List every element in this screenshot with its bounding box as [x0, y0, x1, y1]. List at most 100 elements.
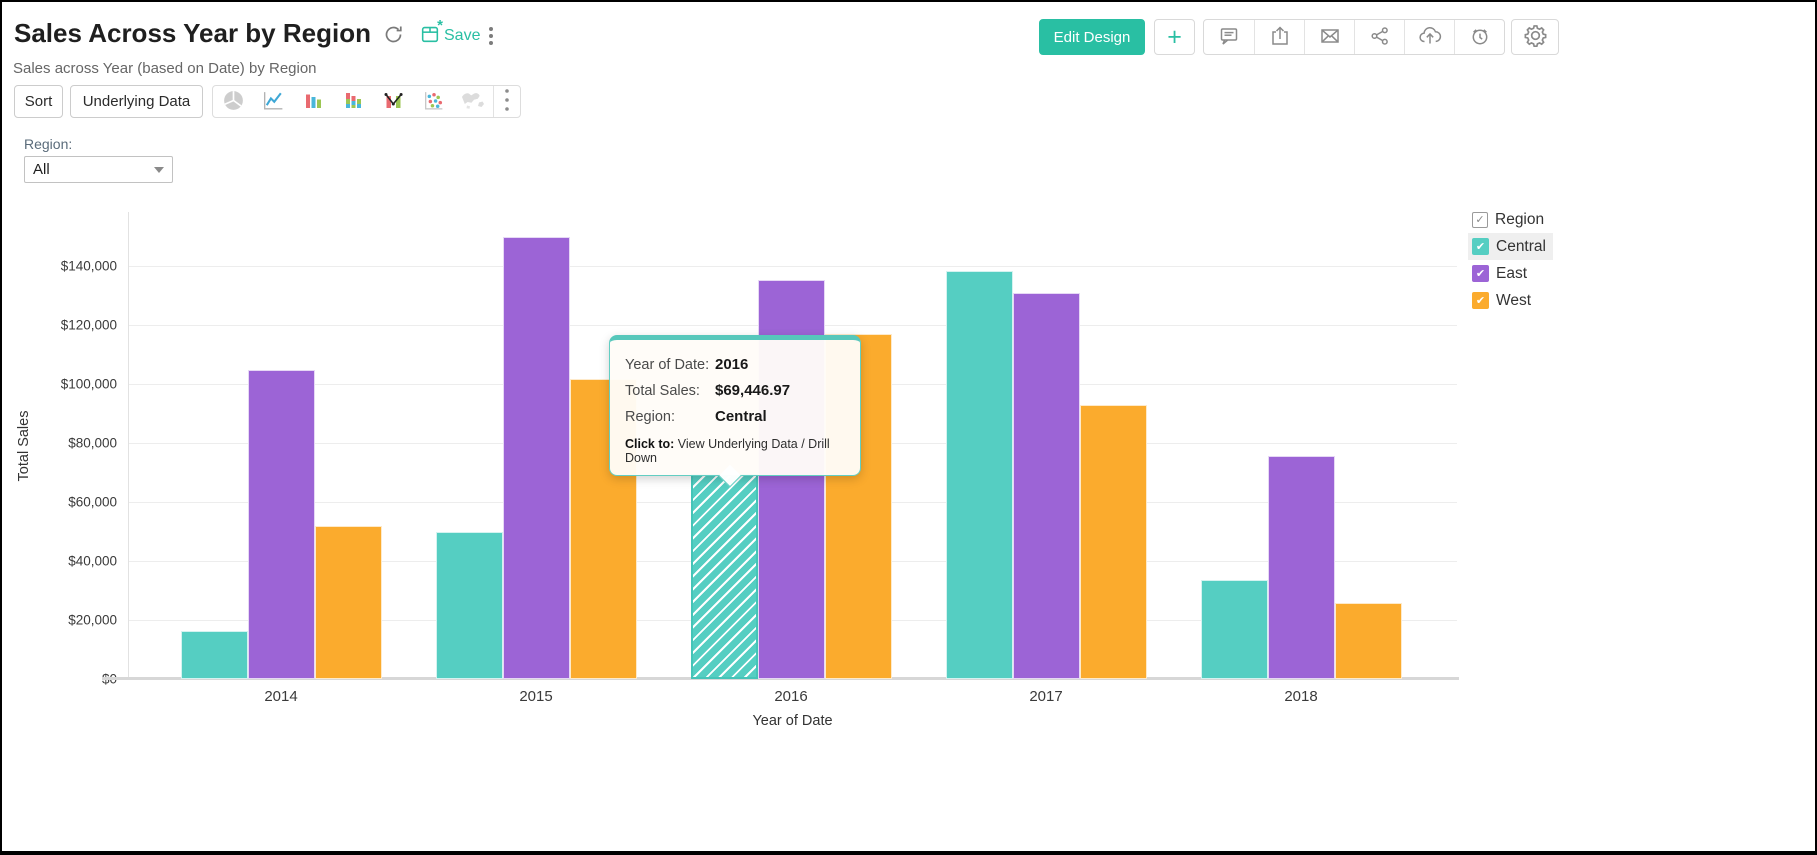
export-button[interactable]: [1254, 20, 1304, 54]
scatter-chart-icon: [421, 88, 446, 116]
bar-2017-central[interactable]: [945, 271, 1013, 679]
history-icon: [1468, 24, 1492, 51]
cloud-upload-icon: [1417, 24, 1443, 51]
x-axis-tick-label: 2015: [519, 688, 553, 705]
x-axis-tick-label: 2018: [1284, 688, 1318, 705]
settings-icon: [1522, 22, 1549, 52]
header-more-button[interactable]: [483, 24, 499, 48]
refresh-icon: [382, 23, 405, 49]
chart-tooltip: Year of Date: 2016 Total Sales: $69,446.97 R…: [609, 335, 861, 488]
pie-chart-icon: [221, 88, 246, 116]
legend-item-central[interactable]: ✔ Central: [1468, 233, 1553, 260]
combo-chart-icon: [381, 88, 406, 115]
save-label: Save: [444, 26, 481, 44]
kebab-icon: [483, 27, 499, 45]
bar-2018-west[interactable]: [1334, 603, 1402, 679]
share-button[interactable]: [1354, 20, 1404, 54]
bar-2014-central[interactable]: [180, 631, 248, 679]
y-axis-tick-label: $80,000: [68, 435, 117, 451]
divider: [493, 86, 494, 117]
line-chart-icon: [260, 88, 286, 116]
email-icon: [1318, 24, 1342, 51]
export-icon: [1268, 24, 1292, 51]
y-axis-title: Total Sales: [16, 410, 32, 482]
settings-button[interactable]: [1511, 19, 1559, 55]
bar-2017-east[interactable]: [1012, 293, 1080, 679]
y-axis-line: [128, 212, 129, 679]
y-axis-tick-label: $120,000: [60, 317, 117, 333]
chart-type-more-button[interactable]: [494, 86, 520, 117]
y-axis-tick-label: $20,000: [68, 612, 117, 628]
edit-design-button[interactable]: Edit Design: [1039, 19, 1145, 55]
legend-item-west[interactable]: ✔ West: [1468, 287, 1538, 314]
x-axis-tick-label: 2016: [774, 688, 808, 705]
kebab-icon: [503, 87, 511, 116]
email-button[interactable]: [1304, 20, 1354, 54]
bar-2015-east[interactable]: [502, 237, 570, 679]
chart-type-bar-button[interactable]: [293, 86, 333, 117]
chart-type-toolbar: [212, 85, 521, 118]
header-action-group: [1203, 19, 1505, 55]
y-axis-tick-label: $40,000: [68, 553, 117, 569]
tooltip-row: Year of Date: 2016: [625, 356, 749, 373]
history-button[interactable]: [1454, 20, 1504, 54]
save-button[interactable]: * Save: [419, 17, 481, 48]
bar-2016-central[interactable]: [690, 474, 758, 679]
x-axis-title: Year of Date: [752, 713, 833, 729]
save-icon: *: [419, 17, 443, 48]
y-axis-tick-label: $140,000: [60, 258, 117, 274]
y-axis-tick-label: $100,000: [60, 376, 117, 392]
chart-type-line-button[interactable]: [253, 86, 293, 117]
legend-title: Region: [1495, 210, 1545, 228]
sort-button[interactable]: Sort: [14, 85, 63, 118]
chevron-down-icon: [154, 166, 164, 173]
comment-icon: [1217, 24, 1241, 51]
plus-icon: +: [1167, 23, 1182, 51]
page-title: Sales Across Year by Region: [14, 18, 371, 48]
bar-2017-west[interactable]: [1079, 405, 1147, 679]
checkbox-checked-icon[interactable]: ✔: [1472, 265, 1489, 282]
tooltip-row: Region: Central: [625, 408, 767, 425]
checkbox-checked-icon[interactable]: ✔: [1472, 238, 1489, 255]
chart-type-map-button[interactable]: [453, 86, 493, 117]
y-axis-tick-label: $0: [101, 671, 117, 687]
region-filter-dropdown[interactable]: All: [24, 156, 173, 183]
legend-item-label: Central: [1496, 237, 1546, 255]
tooltip-hint: Click to: View Underlying Data / Drill D…: [625, 437, 830, 465]
chart-legend: ✓ Region ✔ Central ✔ East ✔ West: [1468, 206, 1553, 314]
underlying-data-button[interactable]: Underlying Data: [70, 85, 203, 118]
bar-2014-east[interactable]: [247, 370, 315, 679]
legend-item-label: West: [1496, 291, 1532, 309]
region-filter-value: All: [33, 161, 50, 178]
legend-header[interactable]: ✓ Region: [1468, 206, 1551, 233]
stacked-bar-chart-icon: [341, 88, 365, 115]
bar-2014-west[interactable]: [314, 526, 382, 679]
unsaved-indicator-icon: *: [437, 17, 443, 34]
cloud-upload-button[interactable]: [1404, 20, 1454, 54]
comment-button[interactable]: [1204, 20, 1254, 54]
chart-type-combo-button[interactable]: [373, 86, 413, 117]
share-icon: [1368, 24, 1392, 51]
chart-type-scatter-button[interactable]: [413, 86, 453, 117]
checkbox-checked-icon[interactable]: ✓: [1472, 211, 1488, 228]
bar-2018-central[interactable]: [1200, 580, 1268, 679]
checkbox-checked-icon[interactable]: ✔: [1472, 292, 1489, 309]
chart-type-stacked-bar-button[interactable]: [333, 86, 373, 117]
legend-item-label: East: [1496, 264, 1528, 282]
map-chart-icon: [459, 88, 487, 115]
region-filter-label: Region:: [24, 136, 73, 152]
chart-type-pie-button[interactable]: [213, 86, 253, 117]
gridline: [128, 266, 1457, 267]
bar-2015-central[interactable]: [435, 532, 503, 679]
bar-2018-east[interactable]: [1267, 456, 1335, 679]
tooltip-row: Total Sales: $69,446.97: [625, 382, 791, 399]
add-button[interactable]: +: [1154, 19, 1195, 55]
x-axis-tick-label: 2014: [264, 688, 298, 705]
refresh-button[interactable]: [382, 23, 405, 49]
y-axis-tick-label: $60,000: [68, 494, 117, 510]
legend-item-east[interactable]: ✔ East: [1468, 260, 1534, 287]
x-axis-tick-label: 2017: [1029, 688, 1063, 705]
page-subtitle: Sales across Year (based on Date) by Reg…: [13, 60, 317, 77]
